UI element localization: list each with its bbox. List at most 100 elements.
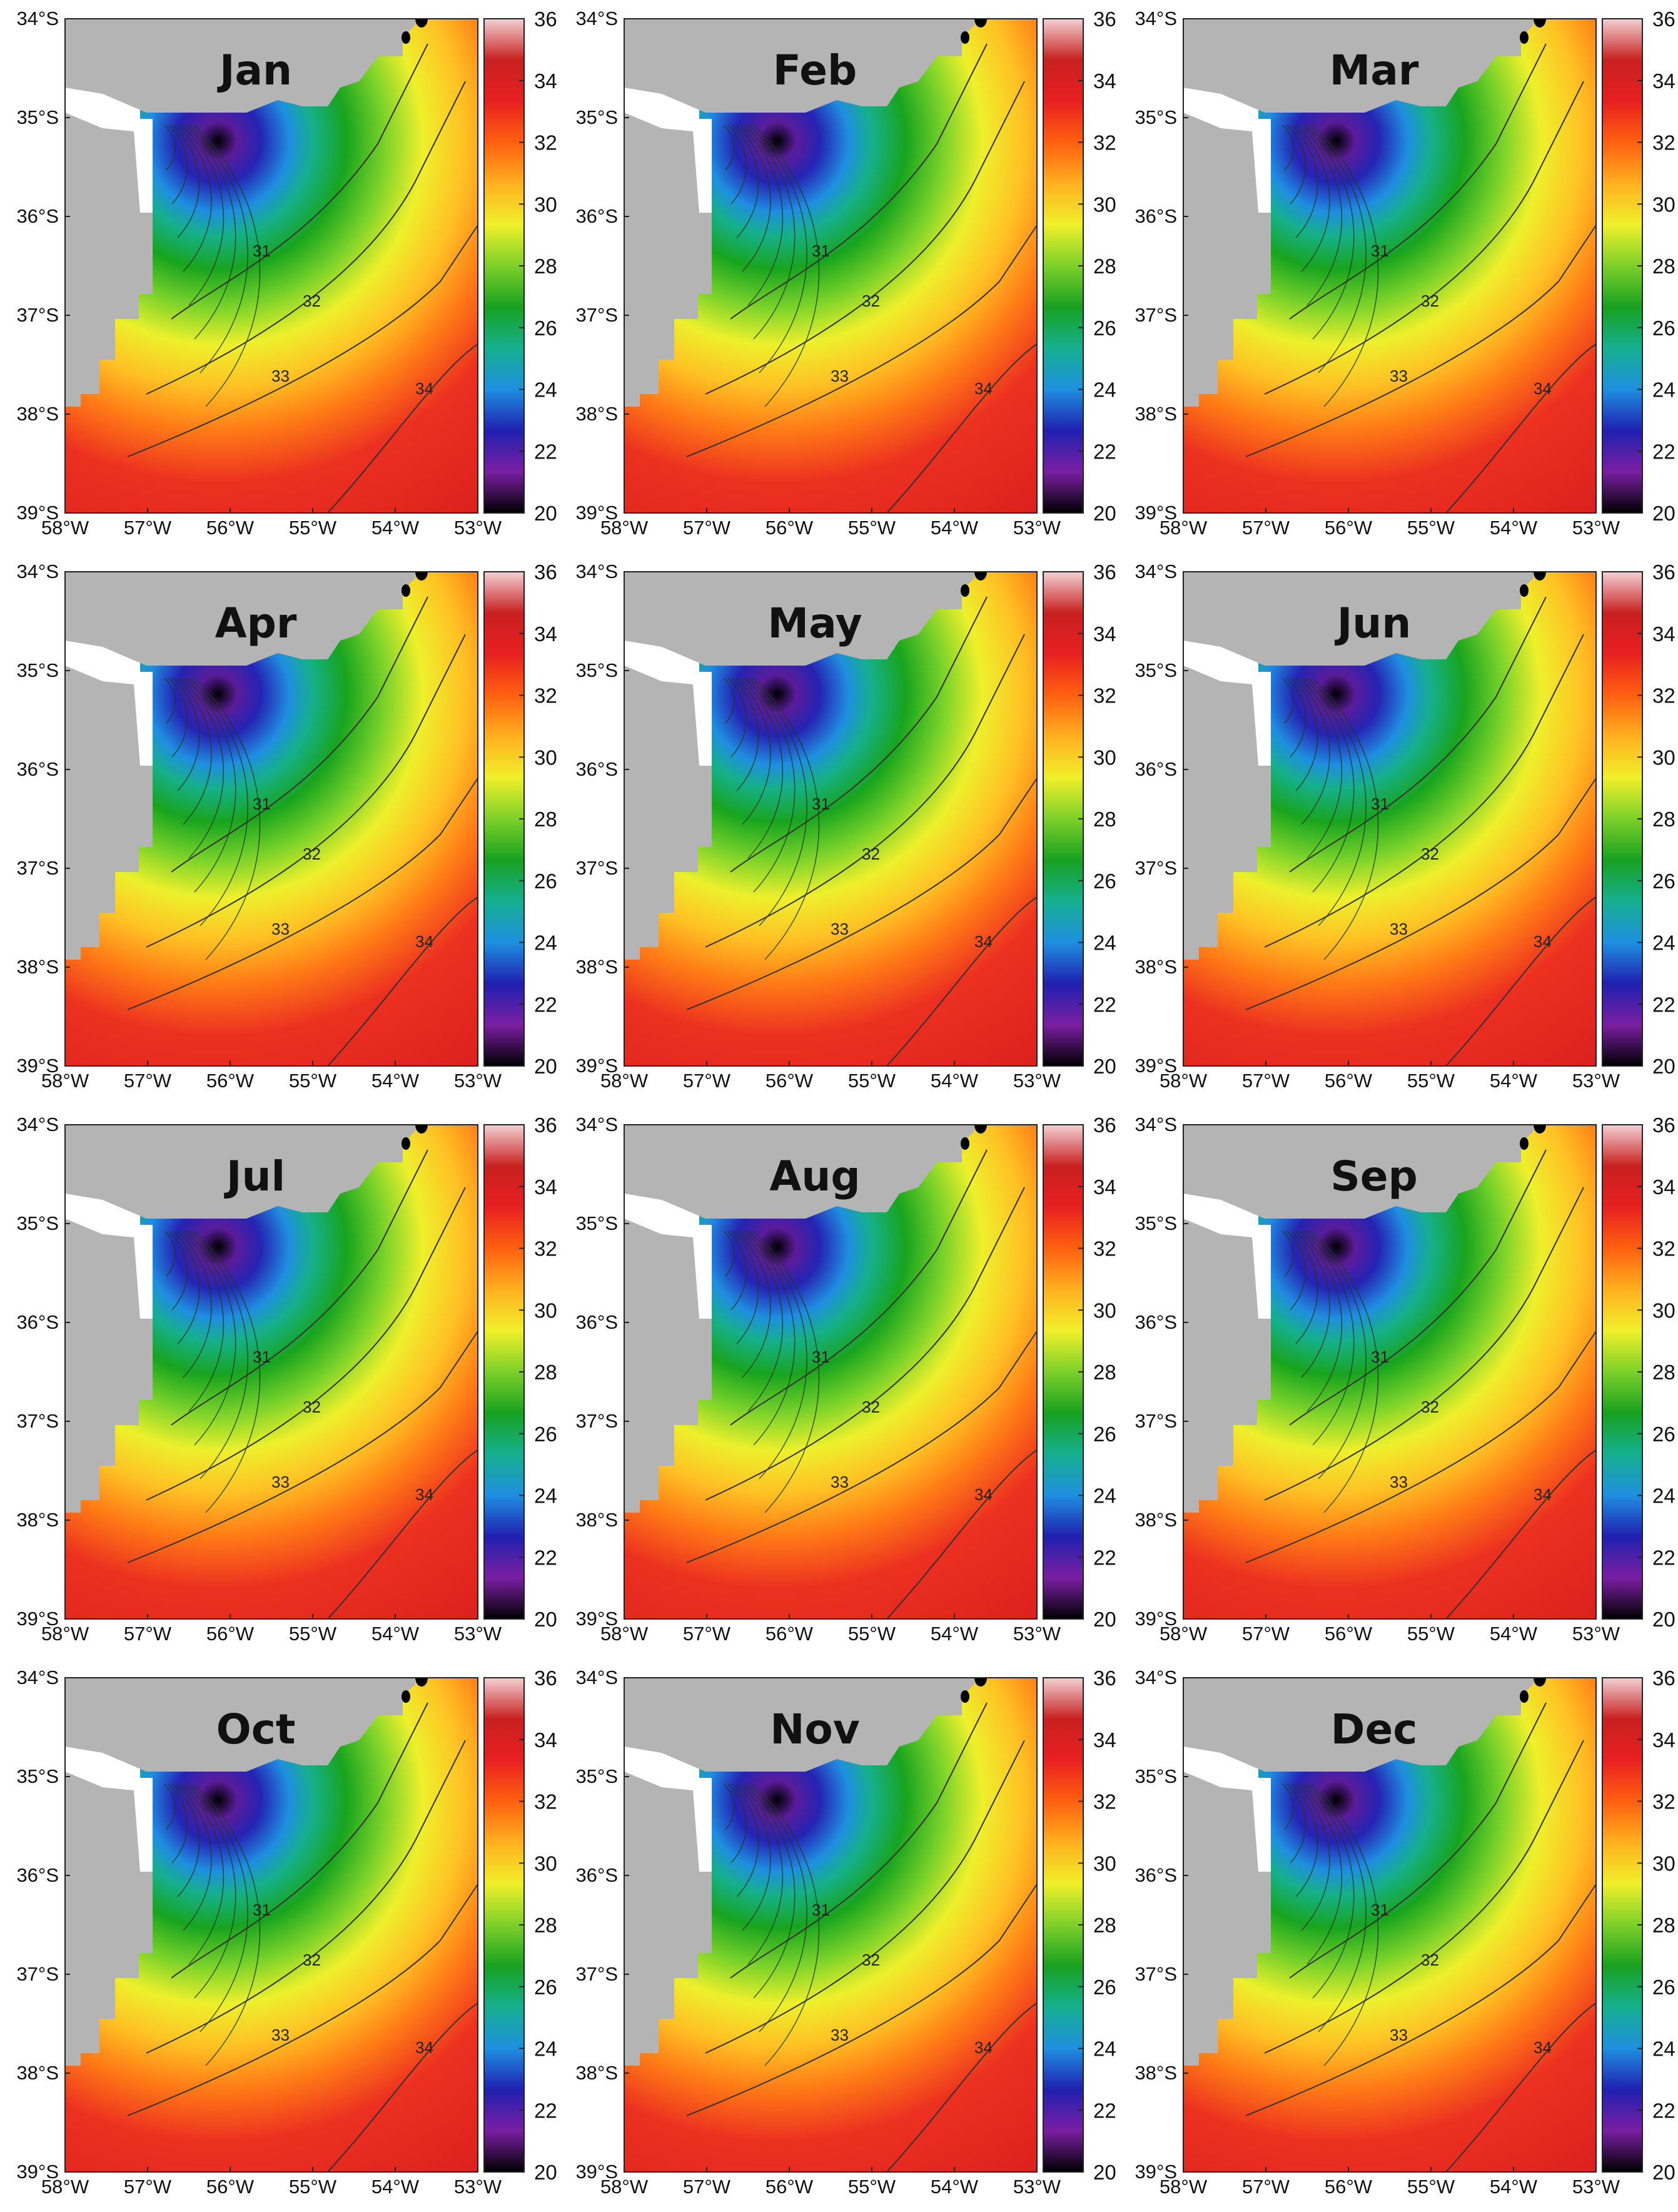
contour-line [185,124,236,340]
salinity-map: 31 32 33 34 Feb 34°S 35°S 36°S 37°S 38°S 39°S58°W 5… [575,8,1061,539]
lon-tick-label: 56°W [1325,1623,1373,1645]
colorbar: 36 34 32 30 28 26 24 22 20 [483,8,557,525]
colorbar-tick-label: 24 [534,1484,557,1508]
contour-line [164,677,176,724]
contour-label: 34 [1534,1485,1552,1504]
map-panel-sep: 31 32 33 34 Sep 34°S 35°S 36°S 37°S 38°S 39°S 58°W 5… [1118,1106,1677,1659]
contour-line [731,677,759,791]
lon-tick-label: 56°W [766,2176,814,2198]
contour-line [1245,1331,1596,1563]
contour-line [752,1783,820,2066]
colorbar: 36 34 32 30 28 26 24 22 20 [1043,561,1116,1078]
map-svg: 31 32 33 34 Jan 34°S 35°S 36°S 37°S 38°S 39°S58°W 5… [16,8,557,539]
colorbar-tick-label: 34 [1652,1728,1675,1752]
contour-line [1312,124,1379,407]
contour-line [181,677,225,859]
lat-tick-label: 34°S [16,1114,59,1135]
lat-tick-label: 35°S [16,659,59,681]
lon-tick-label: 56°W [1325,2176,1373,2198]
colorbar-tick-label: 32 [1093,684,1116,708]
lat-tick-label: 34°S [1135,8,1177,29]
lon-tick-label: 58°W [1160,1070,1208,1092]
colorbar-tick-label: 28 [1093,1361,1116,1384]
colorbar-tick-label: 28 [1652,1361,1675,1384]
lat-tick-label: 39°S [16,2161,59,2183]
contour-line [1282,1230,1294,1277]
contour-label: 32 [862,1398,880,1416]
contour-label: 33 [1390,2026,1408,2044]
contour-line [1289,596,1547,873]
lon-tick-label: 55°W [1407,517,1455,539]
contour-line [1307,124,1367,373]
land-west [624,666,712,960]
lon-tick-label: 53°W [1572,2176,1620,2198]
lat-tick-label: 38°S [1135,403,1177,425]
lon-tick-label: 57°W [1242,2176,1290,2198]
contour-line [127,1331,478,1563]
contour-line [723,1783,735,1830]
lon-tick-label: 54°W [1490,1623,1538,1645]
contour-line [327,2002,478,2172]
contour-label: 33 [831,1473,849,1491]
colorbar-tick-label: 24 [1093,2037,1116,2061]
contour-line [735,1230,771,1378]
colorbar-tick-label: 24 [534,931,557,955]
panel-title: Oct [216,1705,296,1753]
lat-tick-label: 38°S [1135,2062,1177,2084]
lon-tick-label: 57°W [124,2176,172,2198]
contour-line [146,81,466,395]
lat-tick-label: 39°S [16,1055,59,1077]
lat-tick-label: 37°S [16,857,59,879]
contour-line [1282,677,1294,724]
contour-line [1299,677,1343,859]
colorbar: 36 34 32 30 28 26 24 22 20 [1602,1114,1675,1631]
lon-tick-label: 54°W [931,2176,979,2198]
lon-tick-label: 54°W [1490,1070,1538,1092]
contour-label: 31 [1371,794,1389,813]
lat-tick-label: 36°S [1135,758,1177,780]
panel-title: Dec [1331,1705,1418,1753]
lat-tick-label: 37°S [16,1963,59,1985]
contour-line [1307,1230,1367,1479]
lon-tick-label: 58°W [41,517,89,539]
lat-tick-label: 38°S [16,2062,59,2084]
contour-line [176,1230,212,1378]
colorbar-tick-label: 28 [1652,255,1675,278]
colorbar-tick-label: 34 [1652,622,1675,646]
colorbar-tick-label: 34 [534,1728,557,1752]
colorbar-tick-label: 26 [534,1976,557,1999]
lon-tick-label: 55°W [1407,1070,1455,1092]
salinity-map: 31 32 33 34 Jun 34°S 35°S 36°S 37°S 38°S 39°S58°W 5… [1135,561,1620,1092]
colorbar-tick-label: 32 [534,1237,557,1261]
colorbar-tick-label: 36 [1093,1114,1116,1137]
salinity-map: 31 32 33 34 Jul 34°S 35°S 36°S 37°S 38°S 39°S58°W 5… [16,1114,502,1645]
contour-line [740,1230,784,1412]
lon-tick-label: 55°W [289,1623,337,1645]
lon-tick-label: 53°W [1013,517,1061,539]
contour-line [1312,677,1379,960]
lon-tick-label: 58°W [1160,1623,1208,1645]
lon-tick-label: 58°W [600,517,649,539]
contour-line [723,1230,735,1277]
lon-tick-label: 54°W [371,2176,420,2198]
contour-label: 34 [974,1485,993,1504]
contour-label: 33 [831,2026,849,2044]
colorbar-tick-label: 22 [534,993,557,1016]
lon-tick-label: 58°W [1160,517,1208,539]
land-north [65,1125,415,1219]
lon-tick-label: 58°W [600,1623,649,1645]
contour-label: 34 [415,932,433,951]
lat-tick-label: 35°S [16,1765,59,1787]
land-north [65,1678,415,1772]
panel-title: Feb [773,46,857,94]
lat-tick-label: 38°S [575,1509,618,1531]
contour-label: 31 [253,241,271,260]
colorbar-tick-label: 20 [1652,2161,1675,2184]
colorbar-tick-label: 30 [1652,746,1675,769]
contour-line [189,677,248,926]
colorbar-tick-label: 20 [534,2161,557,2184]
lon-tick-label: 58°W [600,2176,649,2198]
contour-line [185,677,236,893]
contour-line [1295,124,1330,272]
colorbar-tick-label: 26 [534,1423,557,1446]
